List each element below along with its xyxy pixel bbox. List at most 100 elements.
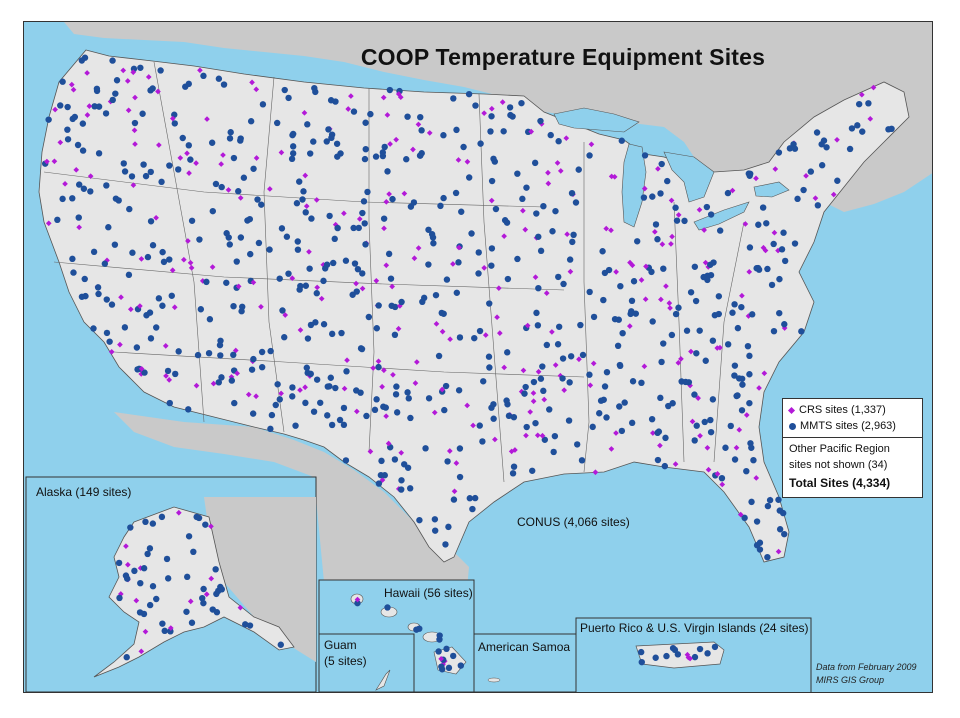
mmts-site-marker: [770, 240, 777, 248]
mmts-site-marker: [353, 288, 360, 295]
mmts-site-marker: [123, 654, 130, 661]
mmts-site-marker: [230, 351, 237, 359]
mmts-site-marker: [64, 136, 72, 143]
mmts-site-marker: [509, 470, 517, 477]
mmts-site-marker: [137, 579, 144, 587]
mmts-site-marker: [115, 559, 123, 567]
crs-site-marker: [153, 214, 159, 221]
crs-site-marker: [608, 446, 615, 452]
crs-site-marker: [348, 93, 354, 99]
mmts-site-marker: [616, 403, 623, 410]
mmts-site-marker: [428, 231, 436, 238]
legend-divider: [783, 437, 922, 438]
mmts-site-marker: [683, 327, 691, 334]
mmts-site-marker: [425, 395, 433, 402]
mmts-site-marker: [665, 402, 672, 410]
mmts-site-marker: [523, 184, 530, 191]
mmts-site-marker: [185, 533, 193, 540]
mmts-site-marker: [255, 239, 263, 247]
crs-site-marker: [282, 312, 289, 318]
mmts-site-marker: [716, 227, 724, 234]
mmts-site-marker: [405, 395, 412, 402]
mmts-site-marker: [380, 215, 388, 222]
mmts-site-marker: [711, 643, 719, 651]
crs-site-marker: [675, 360, 682, 366]
mmts-site-marker: [81, 275, 88, 283]
crs-site-marker: [138, 365, 145, 372]
crs-site-marker: [302, 172, 309, 179]
mmts-site-marker: [456, 445, 464, 452]
mmts-site-marker: [320, 277, 327, 285]
mmts-site-marker: [746, 352, 753, 360]
mmts-site-marker: [603, 414, 610, 421]
mmts-site-marker: [398, 298, 405, 306]
mmts-site-marker: [386, 86, 394, 94]
conus-label: CONUS (4,066 sites): [517, 515, 630, 529]
mmts-site-marker: [637, 648, 645, 656]
mmts-site-marker: [691, 653, 699, 661]
mmts-site-marker: [641, 152, 649, 159]
crs-site-marker: [714, 345, 721, 351]
crs-site-marker: [739, 292, 745, 299]
mmts-site-marker: [373, 325, 381, 332]
mmts-site-marker: [226, 241, 233, 248]
mmts-site-marker: [416, 625, 423, 632]
mmts-site-marker: [450, 95, 457, 102]
mmts-site-marker: [70, 269, 77, 276]
mmts-site-marker: [510, 413, 518, 421]
map-title: COOP Temperature Equipment Sites: [360, 44, 766, 70]
crs-site-marker: [668, 197, 675, 204]
legend-other-line1: Other Pacific Region: [789, 443, 890, 455]
mmts-site-marker: [95, 103, 103, 110]
crs-site-marker: [125, 561, 131, 568]
mmts-site-marker: [217, 352, 224, 359]
crs-site-marker: [253, 86, 260, 93]
mmts-site-marker: [729, 309, 736, 316]
mmts-site-marker: [657, 394, 664, 402]
mmts-site-marker: [578, 457, 586, 464]
crs-site-marker: [535, 368, 542, 375]
mmts-site-marker: [778, 246, 786, 253]
crs-site-marker: [659, 241, 666, 248]
crs-site-marker: [534, 432, 541, 439]
mmts-site-marker: [579, 351, 587, 359]
mmts-site-marker: [285, 270, 292, 277]
mmts-site-marker: [190, 548, 197, 556]
mmts-site-marker: [709, 337, 717, 344]
mmts-site-marker: [662, 434, 669, 442]
crs-site-marker: [433, 321, 440, 327]
crs-site-marker: [775, 548, 782, 555]
crs-site-marker: [590, 360, 597, 367]
crs-site-marker: [370, 365, 376, 371]
mmts-site-marker: [163, 555, 171, 563]
mmts-site-marker: [443, 276, 451, 283]
mmts-site-marker: [336, 416, 344, 424]
mmts-site-marker: [90, 325, 97, 332]
mmts-site-marker: [654, 456, 662, 464]
mmts-site-marker: [715, 293, 723, 300]
crs-site-marker: [203, 591, 210, 598]
mmts-site-marker: [320, 321, 328, 328]
mmts-site-marker: [388, 302, 395, 309]
crs-site-marker: [701, 227, 707, 233]
crs-site-marker: [250, 279, 257, 286]
mmts-site-marker: [206, 316, 214, 323]
crs-site-marker: [557, 168, 564, 174]
mmts-site-marker: [166, 256, 173, 263]
mmts-site-marker: [127, 524, 134, 531]
crs-site-marker: [508, 448, 515, 455]
mmts-site-marker: [596, 410, 603, 417]
crs-site-marker: [643, 263, 649, 270]
crs-site-marker: [359, 285, 366, 292]
crs-site-marker: [771, 229, 778, 236]
crs-site-marker: [155, 88, 161, 95]
mmts-site-marker: [95, 150, 103, 157]
mmts-site-marker: [313, 290, 320, 297]
mmts-site-marker: [652, 221, 660, 228]
crs-site-marker: [171, 304, 178, 311]
mmts-site-marker: [438, 309, 445, 317]
crs-site-marker: [313, 197, 320, 203]
mmts-site-marker: [323, 261, 331, 268]
mmts-site-marker: [617, 282, 624, 290]
mmts-site-marker: [379, 152, 387, 160]
